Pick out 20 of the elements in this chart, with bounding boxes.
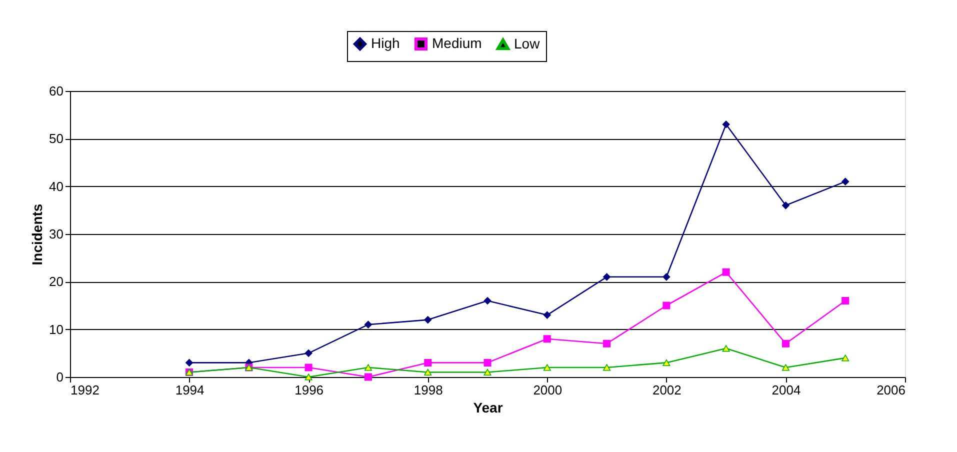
y-tick-label: 60 xyxy=(49,84,64,98)
y-tick-label: 30 xyxy=(49,226,64,242)
y-tick-label: 50 xyxy=(49,131,64,146)
x-tick-label: 2004 xyxy=(772,382,801,398)
legend-label: Medium xyxy=(432,35,482,51)
y-tick-label: 0 xyxy=(56,370,64,384)
y-tick-label: 40 xyxy=(49,178,64,194)
legend-label: High xyxy=(371,35,400,51)
y-axis-title: Incidents xyxy=(29,204,46,266)
x-tick-label: 1998 xyxy=(414,382,443,398)
x-tick-label: 1996 xyxy=(294,382,324,398)
x-axis-title: Year xyxy=(473,400,504,416)
y-tick-label: 20 xyxy=(49,274,64,290)
x-tick-label: 1994 xyxy=(175,382,204,398)
y-tick-label: 10 xyxy=(49,322,64,337)
x-tick-label: 2006 xyxy=(876,382,906,398)
x-tick-label: 1992 xyxy=(70,382,100,398)
legend-label: Low xyxy=(514,35,541,52)
x-tick-label: 2002 xyxy=(652,382,682,398)
x-tick-label: 2000 xyxy=(533,382,562,398)
